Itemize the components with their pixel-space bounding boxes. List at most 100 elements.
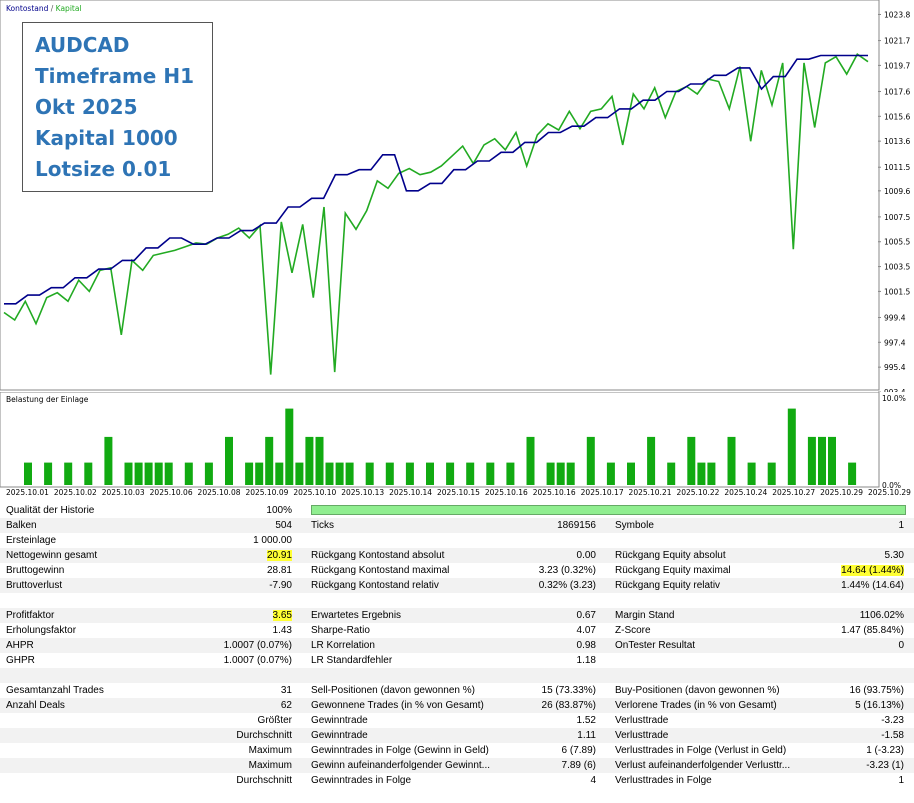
stat-value: 0.32% (3.23) — [538, 580, 596, 591]
load-bar — [546, 462, 555, 485]
load-bar — [255, 462, 264, 485]
x-tick-label: 2025.10.03 — [102, 488, 145, 497]
stat-value: 1.0007 (0.07%) — [223, 655, 292, 666]
x-tick-label: 2025.10.09 — [245, 488, 288, 497]
x-tick-label: 2025.10.13 — [341, 488, 384, 497]
stat-value: 1.43 — [272, 625, 292, 636]
stat-row: Größter Gewinntrade 1.52 Verlusttrade -3.23 — [0, 713, 914, 728]
load-bar — [647, 436, 656, 485]
x-axis-labels: 2025.10.01 2025.10.02 2025.10.03 2025.10.06… — [6, 488, 911, 497]
stat-label: Verlusttrade — [615, 715, 669, 726]
stat-value: -7.90 — [269, 580, 292, 591]
load-bar — [144, 462, 153, 485]
y-tick-label: 1005.5 — [884, 238, 910, 247]
stat-row: Bruttogewinn 28.81 Rückgang Kontostand max… — [0, 563, 914, 578]
load-bar — [345, 462, 354, 485]
load-bar — [667, 462, 676, 485]
y-axis-ticks: 1023.8 1021.7 1019.7 1017.6 1015.6 1013.6 1011… — [878, 10, 910, 392]
x-tick-label: 2025.10.16 — [533, 488, 576, 497]
stat-value: 20.91 — [180, 549, 292, 562]
load-bar — [295, 462, 304, 485]
stat-label: Ticks — [311, 520, 334, 531]
load-bar — [285, 408, 294, 485]
stat-row: Gesamtanzahl Trades 31 Sell-Positionen (da… — [0, 683, 914, 698]
legend-kontostand: Kontostand — [6, 4, 49, 13]
stat-value: 6 (7.89) — [561, 745, 596, 756]
stat-value: 16 (93.75%) — [849, 685, 904, 696]
stat-value: 0 — [898, 640, 904, 651]
stat-label: GHPR — [6, 655, 35, 666]
load-bar — [245, 462, 254, 485]
load-bar — [104, 436, 113, 485]
stat-label: Sharpe-Ratio — [311, 625, 370, 636]
load-bar — [204, 462, 213, 485]
load-bar — [466, 462, 475, 485]
load-bar — [124, 462, 133, 485]
stat-value: 1.0007 (0.07%) — [223, 640, 292, 651]
stat-row: Durchschnitt Gewinntrade 1.11 Verlusttrade -… — [0, 728, 914, 743]
stat-row: Balken 504 Ticks 1869156 Symbole 1 — [0, 518, 914, 533]
kapital-line — [3, 53, 869, 375]
stat-value: 1106.02% — [859, 610, 904, 621]
stat-value: 7.89 (6) — [561, 760, 596, 771]
x-tick-label: 2025.10.02 — [54, 488, 97, 497]
x-tick-label: 2025.10.21 — [629, 488, 672, 497]
stat-row: Maximum Gewinntrades in Folge (Gewinn in … — [0, 743, 914, 758]
x-tick-label: 2025.10.15 — [437, 488, 480, 497]
y-tick-label: 999.4 — [884, 313, 906, 322]
load-bar — [405, 462, 414, 485]
x-tick-label: 2025.10.06 — [150, 488, 193, 497]
load-bar — [335, 462, 344, 485]
stat-row: Anzahl Deals 62 Gewonnene Trades (in % von… — [0, 698, 914, 713]
stat-value: 26 (83.87%) — [541, 700, 596, 711]
stat-value: 3.23 (0.32%) — [538, 565, 596, 576]
stat-label: Verlorene Trades (in % von Gesamt) — [615, 700, 777, 711]
stat-row — [0, 668, 914, 683]
stat-value: 1.47 (85.84%) — [841, 625, 904, 636]
bar-y-tick-top: 10.0% — [882, 394, 906, 403]
stat-label: Verlusttrade — [615, 730, 669, 741]
highlight-marker: 14.64 (1.44%) — [841, 565, 904, 576]
overlay-symbol: AUDCAD — [35, 33, 130, 57]
stat-value: 1 — [898, 775, 904, 786]
load-bar — [325, 462, 334, 485]
stat-value: 14.64 (1.44%) — [780, 564, 904, 577]
load-bar — [848, 462, 857, 485]
stat-value: 504 — [275, 520, 292, 531]
stat-value: 1 — [898, 520, 904, 531]
load-bar — [707, 462, 716, 485]
stat-value: 1.44% (14.64) — [841, 580, 904, 591]
load-bar — [315, 436, 324, 485]
load-bar — [526, 436, 535, 485]
y-tick-label: 997.4 — [884, 338, 906, 347]
stat-row: Ersteinlage 1 000.00 — [0, 533, 914, 548]
stat-label: Gewinntrade — [311, 730, 368, 741]
load-bar — [64, 462, 73, 485]
x-tick-label: 2025.10.08 — [198, 488, 241, 497]
bar-series — [24, 408, 857, 485]
y-tick-label: 1011.5 — [884, 163, 910, 172]
stat-label: Profitfaktor — [6, 610, 55, 621]
quality-value: 100% — [266, 505, 292, 516]
stat-value: 3.65 — [180, 609, 292, 622]
load-bar — [184, 462, 193, 485]
quality-bar — [311, 505, 906, 515]
x-tick-label: 2025.10.29 — [820, 488, 863, 497]
y-tick-label: 1007.5 — [884, 213, 910, 222]
stat-value: 1 000.00 — [253, 535, 292, 546]
stat-row — [0, 593, 914, 608]
stat-value: 1.52 — [576, 715, 596, 726]
stat-label: Bruttoverlust — [6, 580, 63, 591]
stat-label: Gewinn aufeinanderfolgender Gewinnt... — [311, 760, 491, 771]
y-tick-label: 995.4 — [884, 363, 906, 372]
stat-value: 0.00 — [576, 550, 596, 561]
load-bar — [225, 436, 233, 485]
quality-label: Qualität der Historie — [6, 505, 95, 516]
y-tick-label: 1017.6 — [884, 87, 910, 96]
load-bar — [275, 462, 284, 485]
load-bar — [747, 462, 756, 485]
deposit-load-chart: Belastung der Einlage 10.0% 0.0% 2025.10… — [0, 392, 911, 497]
stat-label: Gewinntrade — [311, 715, 368, 726]
x-tick-label: 2025.10.16 — [485, 488, 528, 497]
stat-value: Größter — [257, 715, 292, 726]
